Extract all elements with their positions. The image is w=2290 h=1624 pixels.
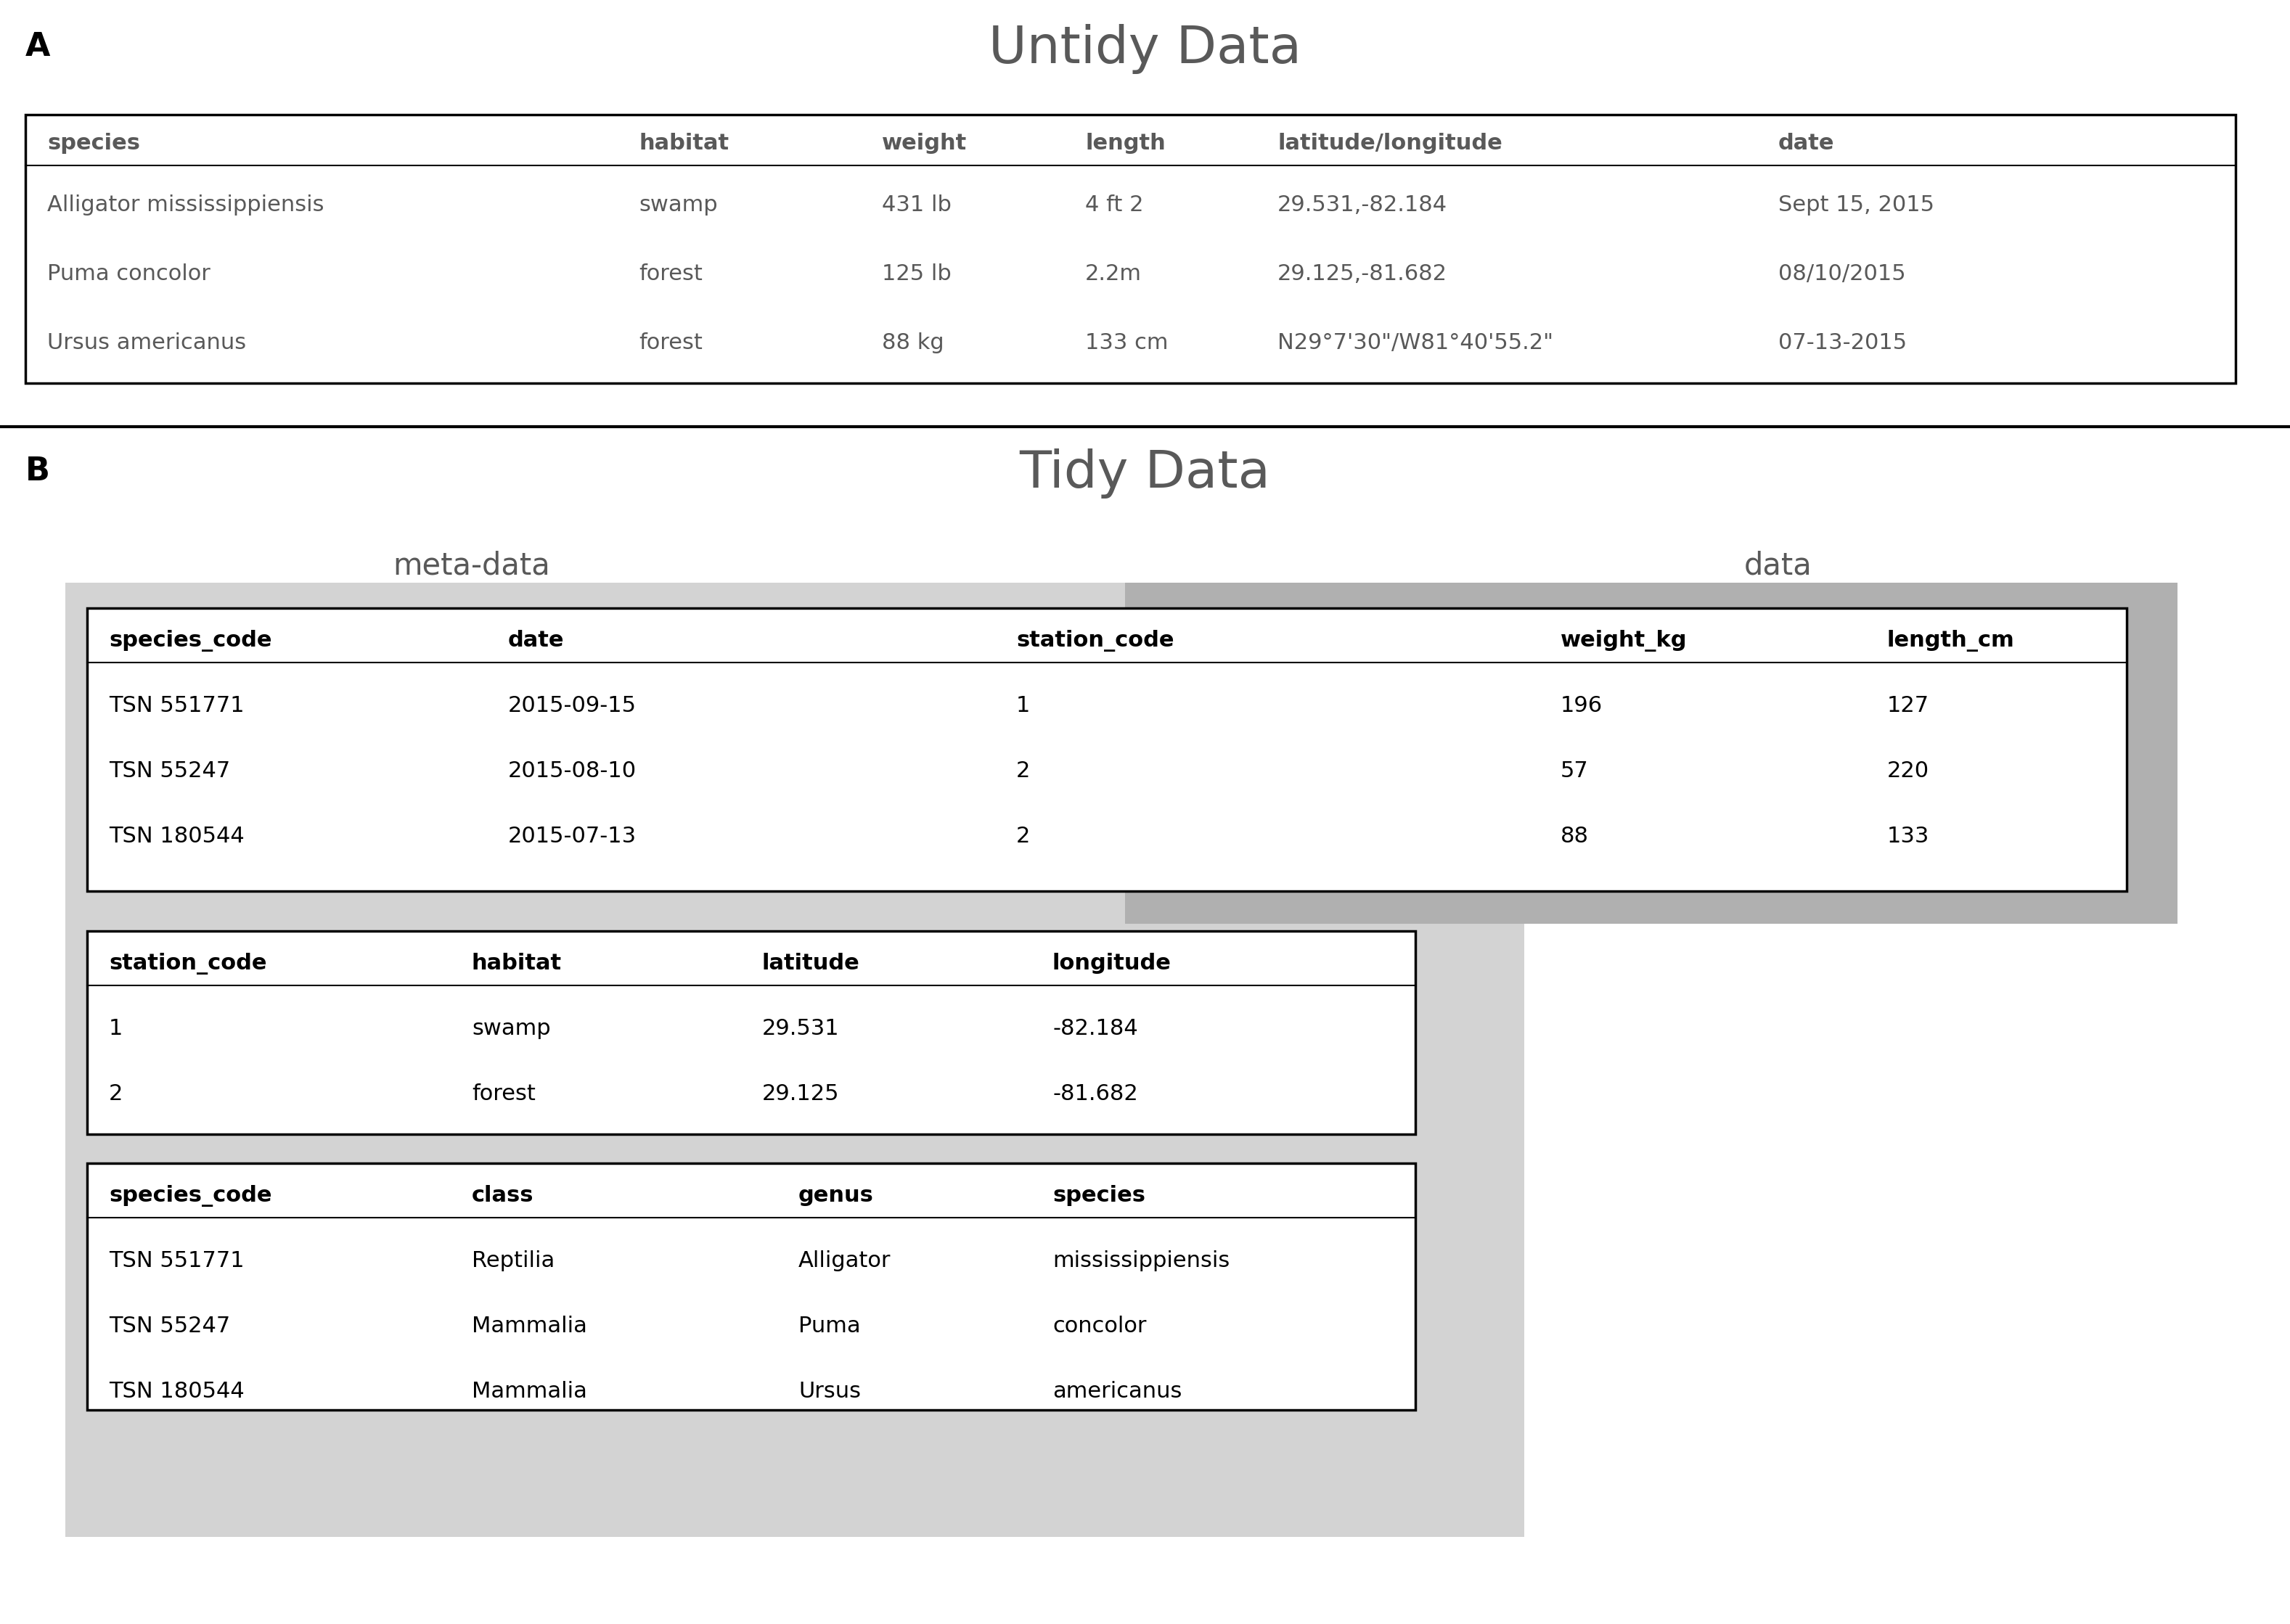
Text: 07-13-2015: 07-13-2015 [1779, 333, 1908, 354]
Text: genus: genus [799, 1186, 875, 1207]
Text: 08/10/2015: 08/10/2015 [1779, 263, 1905, 284]
Text: 133 cm: 133 cm [1085, 333, 1168, 354]
Text: B: B [25, 456, 50, 487]
Text: 220: 220 [1887, 760, 1930, 781]
Text: forest: forest [639, 333, 703, 354]
Text: 2.2m: 2.2m [1085, 263, 1143, 284]
Text: species_code: species_code [110, 630, 273, 651]
Text: Tidy Data: Tidy Data [1019, 448, 1271, 499]
Text: 125 lb: 125 lb [882, 263, 950, 284]
Text: habitat: habitat [639, 133, 728, 154]
Text: americanus: americanus [1053, 1380, 1182, 1402]
Text: forest: forest [472, 1083, 536, 1104]
Text: station_code: station_code [110, 953, 266, 974]
Text: class: class [472, 1186, 534, 1207]
Text: 29.125,-81.682: 29.125,-81.682 [1278, 263, 1447, 284]
Text: -82.184: -82.184 [1053, 1018, 1138, 1039]
Text: latitude: latitude [763, 953, 861, 974]
Text: length_cm: length_cm [1887, 630, 2015, 651]
Text: Alligator mississippiensis: Alligator mississippiensis [48, 195, 325, 216]
Text: 127: 127 [1887, 695, 1930, 716]
Text: Puma concolor: Puma concolor [48, 263, 211, 284]
Text: species: species [48, 133, 140, 154]
Text: 29.531,-82.184: 29.531,-82.184 [1278, 195, 1447, 216]
Text: -81.682: -81.682 [1053, 1083, 1138, 1104]
Text: TSN 55247: TSN 55247 [110, 760, 231, 781]
Text: TSN 551771: TSN 551771 [110, 695, 245, 716]
Text: N29°7'30"/W81°40'55.2": N29°7'30"/W81°40'55.2" [1278, 333, 1553, 354]
Text: swamp: swamp [639, 195, 717, 216]
Text: A: A [25, 31, 50, 62]
Text: date: date [508, 630, 563, 651]
Text: Untidy Data: Untidy Data [989, 24, 1301, 75]
Text: Puma: Puma [799, 1315, 861, 1337]
Text: Reptilia: Reptilia [472, 1250, 554, 1272]
FancyBboxPatch shape [87, 1163, 1415, 1410]
Text: Mammalia: Mammalia [472, 1380, 586, 1402]
FancyBboxPatch shape [1124, 583, 2178, 924]
Text: TSN 551771: TSN 551771 [110, 1250, 245, 1272]
Text: 2015-08-10: 2015-08-10 [508, 760, 637, 781]
Text: species_code: species_code [110, 1186, 273, 1207]
Text: TSN 180544: TSN 180544 [110, 1380, 245, 1402]
Text: 88 kg: 88 kg [882, 333, 943, 354]
Text: mississippiensis: mississippiensis [1053, 1250, 1230, 1272]
Text: weight_kg: weight_kg [1559, 630, 1688, 651]
Text: 2: 2 [110, 1083, 124, 1104]
Text: latitude/longitude: latitude/longitude [1278, 133, 1502, 154]
Text: 2015-09-15: 2015-09-15 [508, 695, 637, 716]
Text: TSN 180544: TSN 180544 [110, 825, 245, 846]
Text: TSN 55247: TSN 55247 [110, 1315, 231, 1337]
FancyBboxPatch shape [87, 931, 1415, 1134]
Text: longitude: longitude [1053, 953, 1172, 974]
Text: species: species [1053, 1186, 1145, 1207]
FancyBboxPatch shape [87, 607, 2127, 892]
Text: 2: 2 [1017, 825, 1030, 846]
Text: length: length [1085, 133, 1166, 154]
Text: 1: 1 [110, 1018, 124, 1039]
Text: 133: 133 [1887, 825, 1930, 846]
Text: 4 ft 2: 4 ft 2 [1085, 195, 1143, 216]
Text: habitat: habitat [472, 953, 561, 974]
Text: 431 lb: 431 lb [882, 195, 950, 216]
FancyBboxPatch shape [25, 115, 2235, 383]
Text: swamp: swamp [472, 1018, 550, 1039]
Text: Ursus: Ursus [799, 1380, 861, 1402]
FancyBboxPatch shape [66, 583, 1525, 1536]
Text: Sept 15, 2015: Sept 15, 2015 [1779, 195, 1935, 216]
Text: station_code: station_code [1017, 630, 1175, 651]
Text: 57: 57 [1559, 760, 1589, 781]
Text: concolor: concolor [1053, 1315, 1147, 1337]
Text: 2015-07-13: 2015-07-13 [508, 825, 637, 846]
Text: 1: 1 [1017, 695, 1030, 716]
Text: 29.125: 29.125 [763, 1083, 840, 1104]
Text: date: date [1779, 133, 1834, 154]
Text: meta-data: meta-data [394, 551, 550, 580]
Text: weight: weight [882, 133, 966, 154]
Text: forest: forest [639, 263, 703, 284]
Text: Alligator: Alligator [799, 1250, 891, 1272]
Text: 29.531: 29.531 [763, 1018, 840, 1039]
Text: data: data [1745, 551, 1811, 580]
Text: 2: 2 [1017, 760, 1030, 781]
Text: 196: 196 [1559, 695, 1603, 716]
Text: Mammalia: Mammalia [472, 1315, 586, 1337]
Text: Ursus americanus: Ursus americanus [48, 333, 245, 354]
Text: 88: 88 [1559, 825, 1589, 846]
